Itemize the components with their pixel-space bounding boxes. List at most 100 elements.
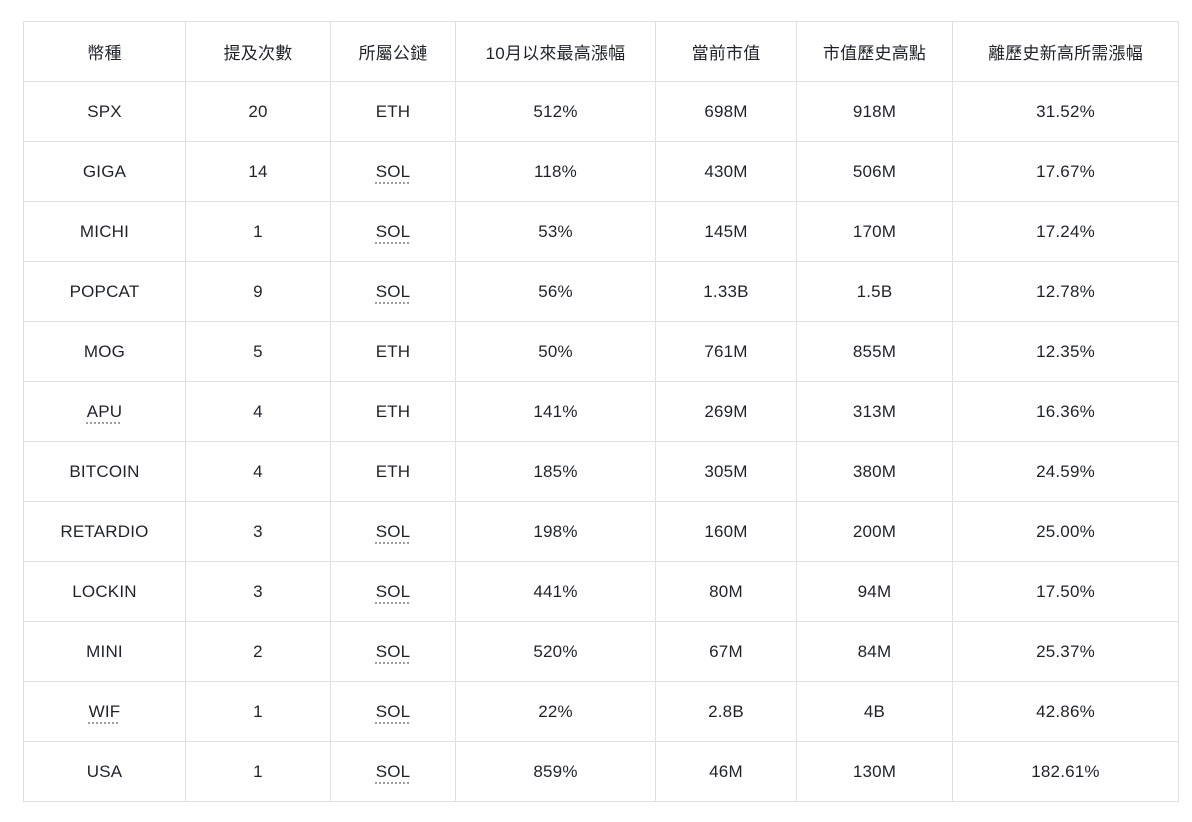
chain-mention-link[interactable]: SOL — [375, 161, 411, 181]
current_mcap-text: 305M — [704, 461, 748, 481]
table-row: MOG 5 ETH 50% 761M 855M 12.35% — [23, 321, 1179, 382]
cell-ath_mcap: 506M — [796, 141, 953, 202]
gain_needed_to_ath-text: 17.67% — [1036, 161, 1095, 181]
cell-coin: SPX — [23, 81, 186, 142]
cell-mentions: 4 — [185, 441, 331, 502]
max_gain_since_oct-text: 185% — [533, 461, 578, 481]
cell-current_mcap: 80M — [655, 561, 797, 622]
chain-mention-link[interactable]: SOL — [375, 761, 411, 781]
current_mcap-text: 2.8B — [708, 701, 744, 721]
coin-text: POPCAT — [69, 281, 140, 301]
column-header-ath_mcap: 市值歷史高點 — [796, 21, 953, 82]
cell-mentions: 3 — [185, 501, 331, 562]
cell-max_gain_since_oct: 441% — [455, 561, 656, 622]
coin-text: BITCOIN — [69, 461, 140, 481]
cell-current_mcap: 305M — [655, 441, 797, 502]
crypto-mentions-table: 幣種 提及次數 所屬公鏈 10月以來最高漲幅 當前市值 市值歷史高點 離歷史新高所需漲幅 S… — [23, 21, 1179, 802]
cell-ath_mcap: 380M — [796, 441, 953, 502]
cell-chain: ETH — [330, 321, 456, 382]
cell-gain_needed_to_ath: 17.24% — [952, 201, 1179, 262]
cell-current_mcap: 430M — [655, 141, 797, 202]
cell-coin: POPCAT — [23, 261, 186, 322]
chain-mention-link[interactable]: SOL — [375, 701, 411, 721]
table-row: MINI 2 SOL 520% 67M 84M 25.37% — [23, 621, 1179, 682]
cell-current_mcap: 761M — [655, 321, 797, 382]
ath_mcap-text: 506M — [852, 161, 897, 181]
cell-coin: MINI — [23, 621, 186, 682]
ath_mcap-text: 380M — [852, 461, 897, 481]
ath_mcap-text: 200M — [852, 521, 897, 541]
cell-gain_needed_to_ath: 24.59% — [952, 441, 1179, 502]
cell-current_mcap: 67M — [655, 621, 797, 682]
max_gain_since_oct-text: 520% — [533, 641, 578, 661]
ath_mcap-text: 855M — [852, 341, 897, 361]
cell-max_gain_since_oct: 50% — [455, 321, 656, 382]
cell-coin: WIF — [23, 681, 186, 742]
cell-mentions: 2 — [185, 621, 331, 682]
coin-mention-link[interactable]: APU — [86, 401, 123, 421]
ath_mcap-text: 170M — [852, 221, 897, 241]
gain_needed_to_ath-text: 25.00% — [1036, 521, 1095, 541]
coin-text: MOG — [83, 341, 126, 361]
coin-text: MICHI — [79, 221, 130, 241]
cell-ath_mcap: 170M — [796, 201, 953, 262]
coin-text: MINI — [86, 641, 123, 661]
cell-current_mcap: 1.33B — [655, 261, 797, 322]
mentions-text: 3 — [253, 581, 263, 601]
coin-mention-link[interactable]: WIF — [88, 701, 121, 721]
mentions-text: 1 — [253, 221, 263, 241]
current_mcap-text: 698M — [704, 101, 748, 121]
cell-mentions: 3 — [185, 561, 331, 622]
mentions-text: 3 — [253, 521, 263, 541]
cell-mentions: 14 — [185, 141, 331, 202]
mentions-text: 4 — [253, 401, 263, 421]
gain_needed_to_ath-text: 17.24% — [1036, 221, 1095, 241]
cell-ath_mcap: 4B — [796, 681, 953, 742]
cell-chain: SOL — [330, 741, 456, 802]
coin-text: LOCKIN — [72, 581, 137, 601]
cell-current_mcap: 46M — [655, 741, 797, 802]
cell-coin: RETARDIO — [23, 501, 186, 562]
ath_mcap-text: 4B — [863, 701, 886, 721]
gain_needed_to_ath-text: 16.36% — [1036, 401, 1095, 421]
cell-coin: APU — [23, 381, 186, 442]
cell-coin: BITCOIN — [23, 441, 186, 502]
cell-max_gain_since_oct: 185% — [455, 441, 656, 502]
table-row: RETARDIO 3 SOL 198% 160M 200M 25.00% — [23, 501, 1179, 562]
chain-mention-link[interactable]: SOL — [375, 521, 411, 541]
cell-gain_needed_to_ath: 31.52% — [952, 81, 1179, 142]
chain-mention-link[interactable]: SOL — [375, 641, 411, 661]
cell-gain_needed_to_ath: 12.78% — [952, 261, 1179, 322]
cell-chain: ETH — [330, 441, 456, 502]
table-row: USA 1 SOL 859% 46M 130M 182.61% — [23, 741, 1179, 802]
cell-current_mcap: 160M — [655, 501, 797, 562]
column-header-max_gain_since_oct: 10月以來最高漲幅 — [455, 21, 656, 82]
cell-current_mcap: 145M — [655, 201, 797, 262]
chain-mention-link[interactable]: SOL — [375, 221, 411, 241]
cell-ath_mcap: 1.5B — [796, 261, 953, 322]
gain_needed_to_ath-text: 31.52% — [1036, 101, 1095, 121]
mentions-text: 20 — [248, 101, 268, 121]
cell-gain_needed_to_ath: 25.00% — [952, 501, 1179, 562]
cell-mentions: 1 — [185, 741, 331, 802]
gain_needed_to_ath-text: 17.50% — [1036, 581, 1095, 601]
chain-mention-link[interactable]: SOL — [375, 281, 411, 301]
ath_mcap-text: 94M — [857, 581, 892, 601]
ath_mcap-text: 313M — [852, 401, 897, 421]
cell-mentions: 1 — [185, 201, 331, 262]
cell-gain_needed_to_ath: 182.61% — [952, 741, 1179, 802]
cell-max_gain_since_oct: 22% — [455, 681, 656, 742]
cell-chain: ETH — [330, 81, 456, 142]
current_mcap-text: 269M — [704, 401, 748, 421]
cell-gain_needed_to_ath: 42.86% — [952, 681, 1179, 742]
table-row: BITCOIN 4 ETH 185% 305M 380M 24.59% — [23, 441, 1179, 502]
document-table-container: 幣種 提及次數 所屬公鏈 10月以來最高漲幅 當前市值 市值歷史高點 離歷史新高所需漲幅 S… — [23, 21, 1179, 802]
max_gain_since_oct-text: 512% — [533, 101, 578, 121]
cell-ath_mcap: 200M — [796, 501, 953, 562]
cell-max_gain_since_oct: 198% — [455, 501, 656, 562]
gain_needed_to_ath-text: 12.78% — [1036, 281, 1095, 301]
current_mcap-text: 160M — [704, 521, 748, 541]
cell-max_gain_since_oct: 859% — [455, 741, 656, 802]
current_mcap-text: 80M — [709, 581, 743, 601]
chain-mention-link[interactable]: SOL — [375, 581, 411, 601]
